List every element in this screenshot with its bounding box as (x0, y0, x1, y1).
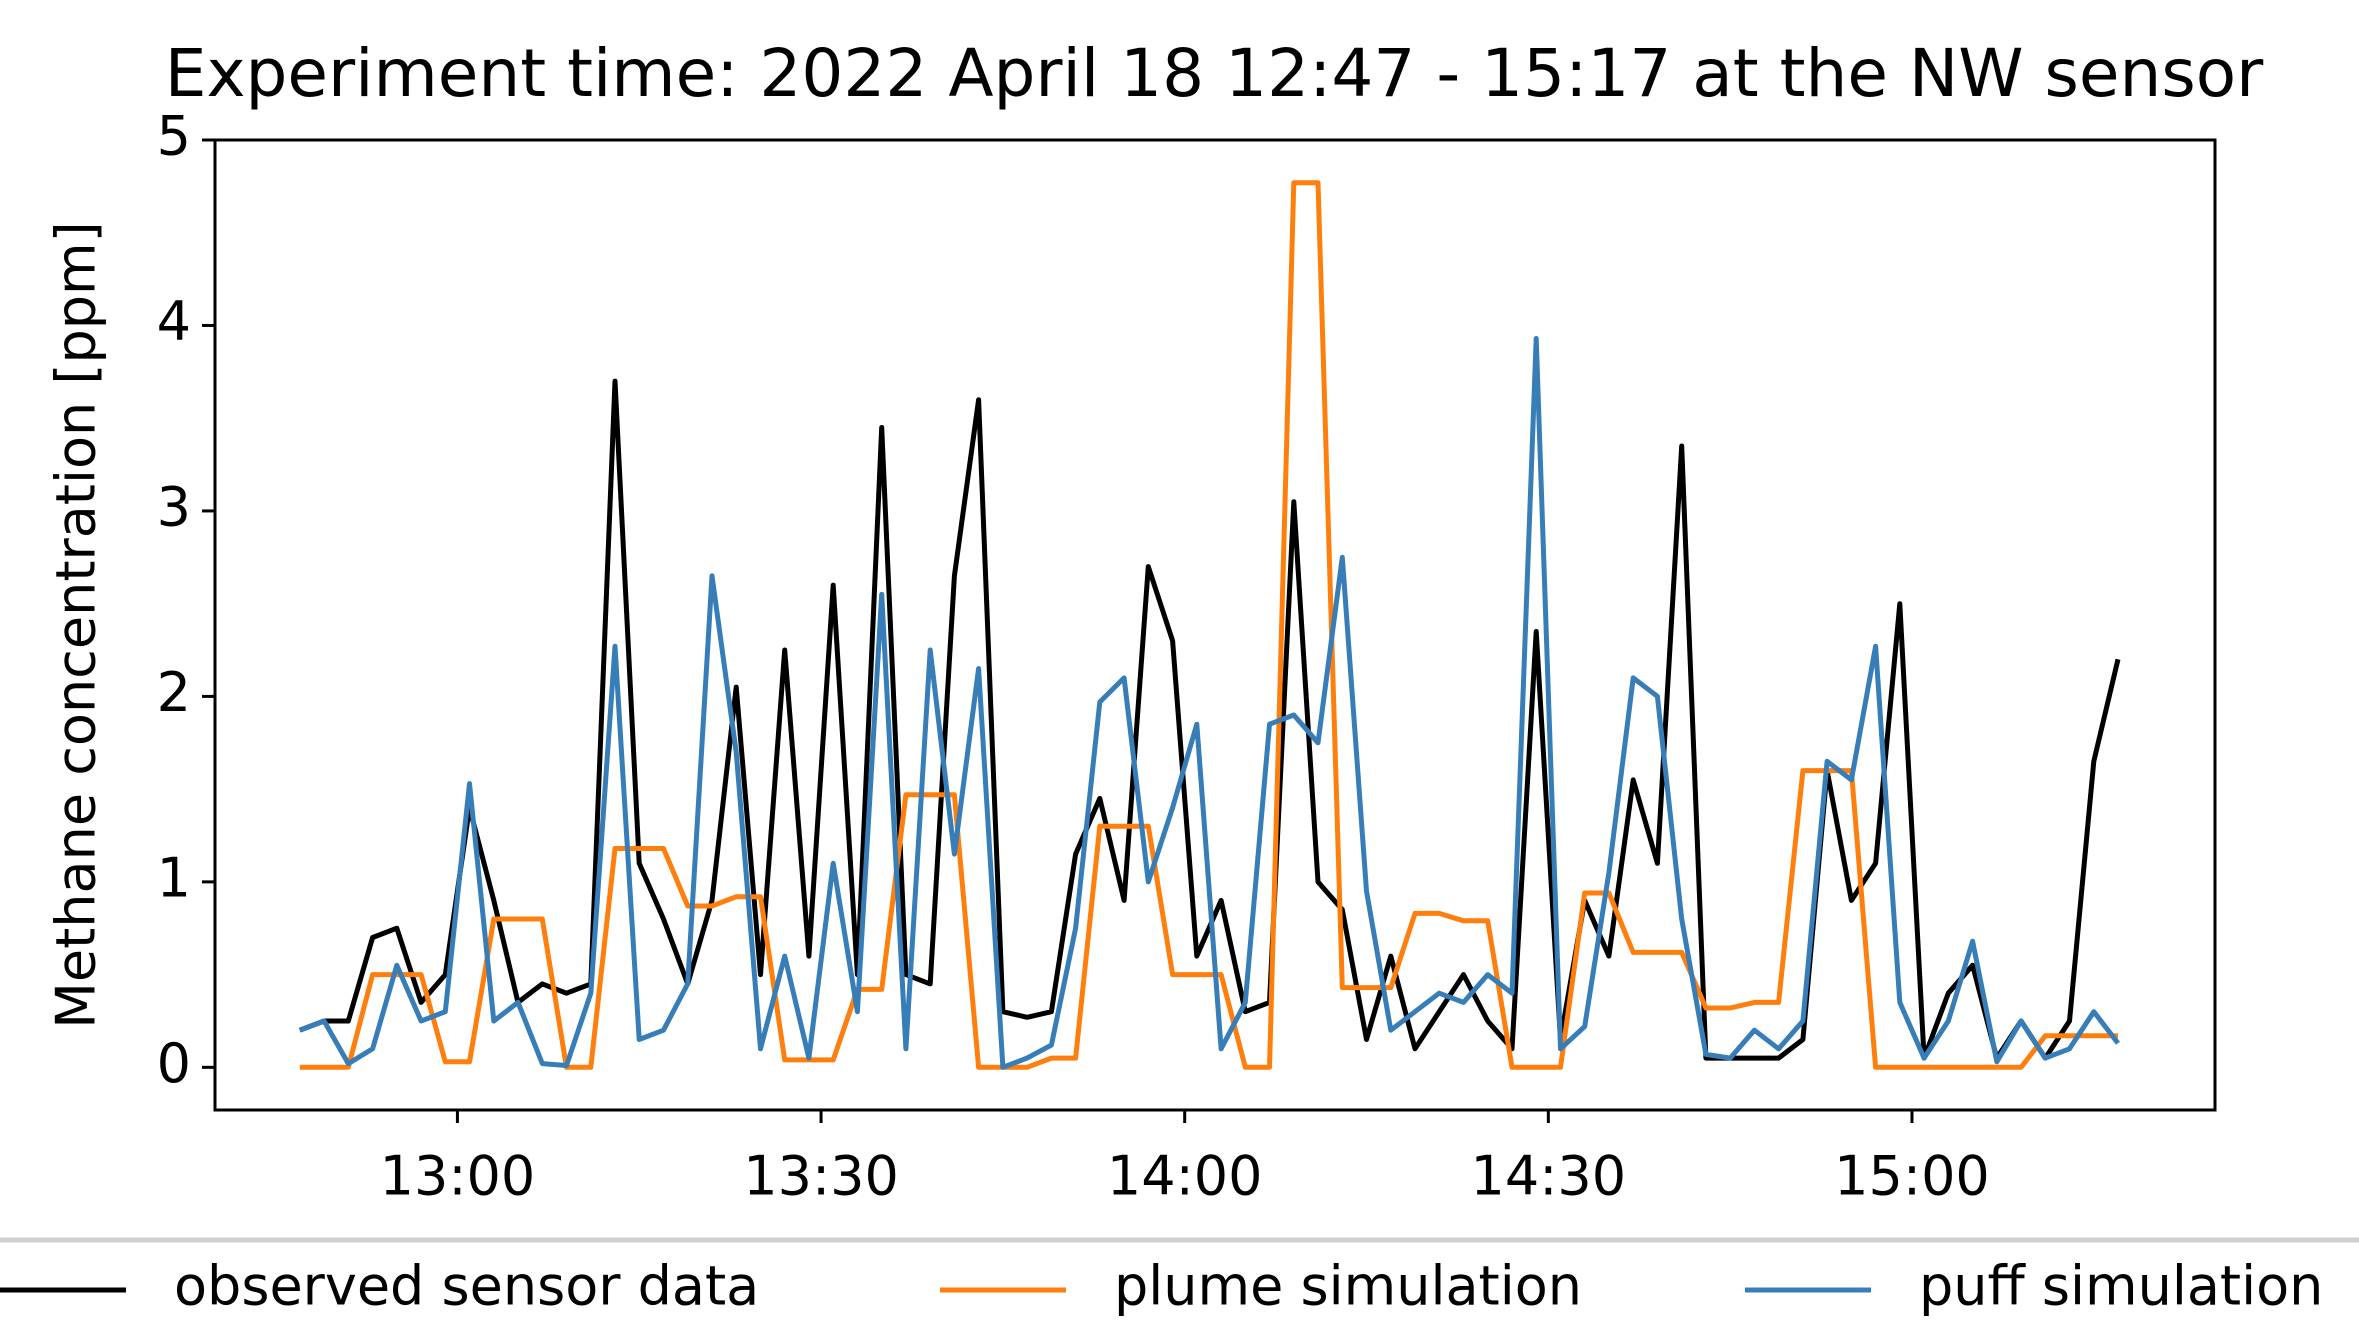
y-tick-label: 0 (157, 1032, 191, 1095)
legend-label: plume simulation (1114, 1255, 1582, 1318)
x-tick-label: 15:00 (1834, 1145, 1990, 1208)
plot-frame (213, 138, 2217, 1112)
legend-label: observed sensor data (174, 1255, 759, 1318)
y-axis-label: Methane concentration [ppm] (45, 221, 108, 1028)
series-line (298, 336, 2120, 1070)
x-tick-label: 13:00 (380, 1145, 536, 1208)
x-tick-label: 14:30 (1471, 1145, 1627, 1208)
y-tick-label: 5 (157, 105, 191, 168)
x-tick-label: 13:30 (743, 1145, 899, 1208)
legend-label: puff simulation (1919, 1255, 2323, 1318)
series-line (298, 378, 2121, 1061)
y-tick-label: 2 (157, 661, 191, 724)
series-line (299, 180, 2118, 1070)
y-tick-label: 1 (157, 847, 191, 910)
x-tick-label: 14:00 (1107, 1145, 1263, 1208)
chart-title: Experiment time: 2022 April 18 12:47 - 1… (165, 35, 2264, 112)
y-tick-label: 4 (157, 290, 191, 353)
y-tick-label: 3 (157, 476, 191, 539)
